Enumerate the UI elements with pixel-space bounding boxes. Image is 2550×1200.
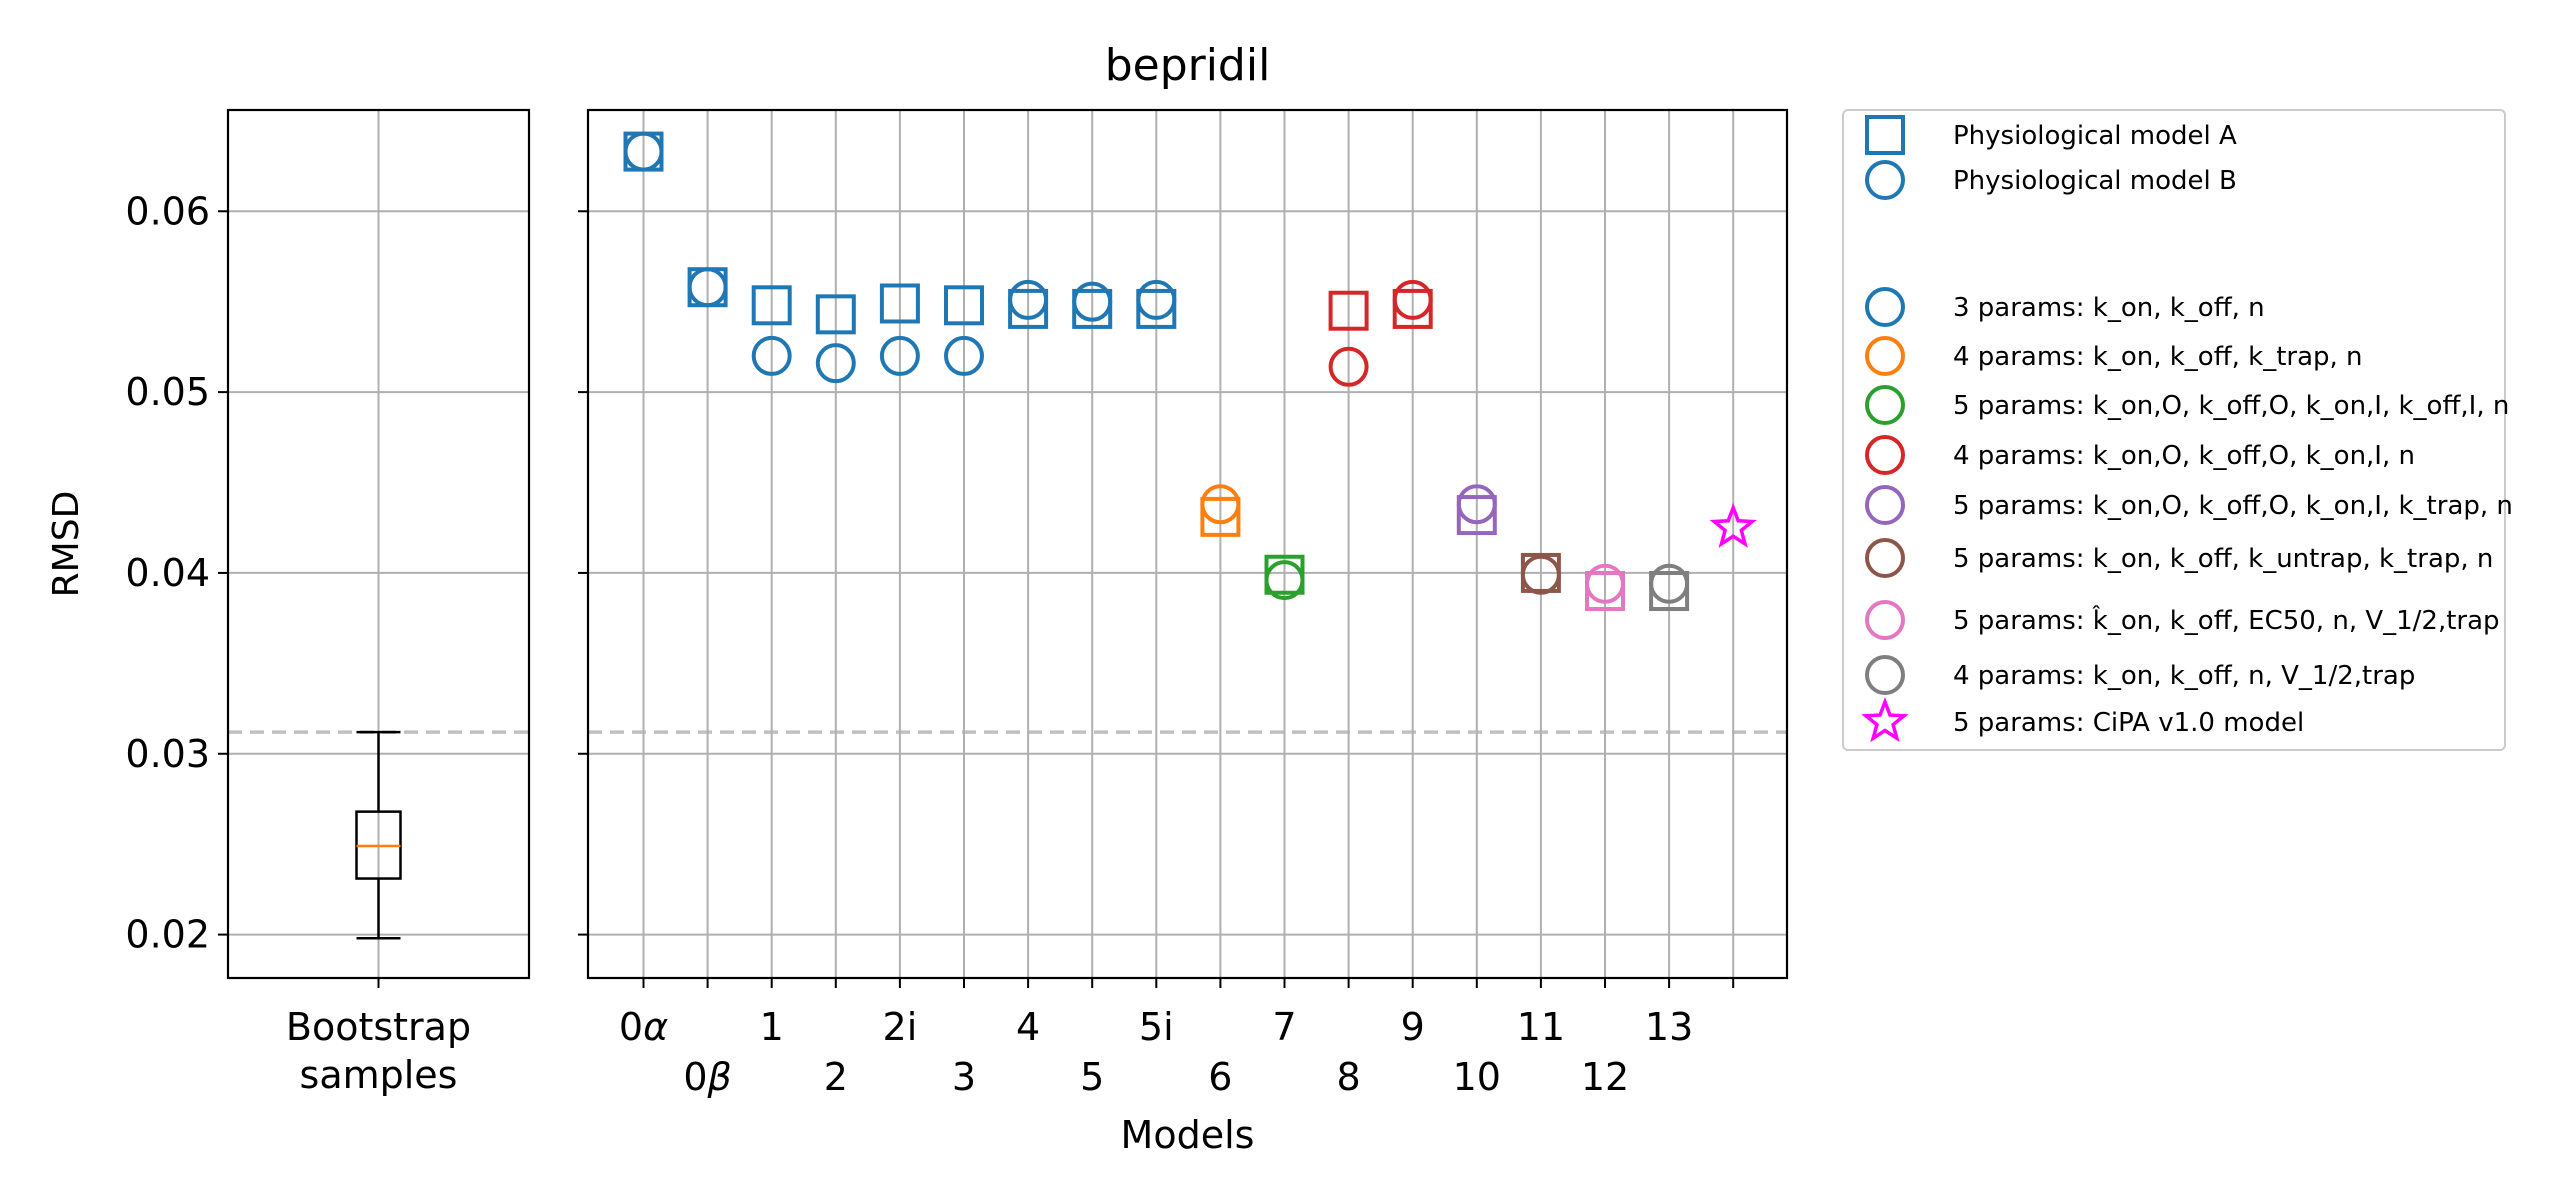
legend-circle-marker xyxy=(1865,485,1905,525)
circle-marker xyxy=(1520,554,1561,595)
square-marker xyxy=(1008,288,1049,329)
circle-marker xyxy=(815,343,856,384)
bootstrap-panel: 0.02 0.03 0.04 0.05 0.06 RMSD Bootstrap samp… xyxy=(46,108,531,1097)
circle-marker xyxy=(1136,279,1177,320)
y-tick-label: 0.03 xyxy=(125,732,210,776)
x-tick-label: 5 xyxy=(1080,1055,1104,1099)
x-axis-label: Models xyxy=(1121,1113,1255,1157)
legend-circle-marker xyxy=(1865,538,1905,578)
legend-entry-label: Physiological model B xyxy=(1953,166,2237,196)
legend-entry-label: 3 params: k_on, k_off, n xyxy=(1953,293,2265,323)
model-markers xyxy=(623,131,1757,612)
category-label-line2: samples xyxy=(300,1053,458,1097)
square-marker xyxy=(1328,290,1369,331)
y-tick-label: 0.06 xyxy=(125,189,210,233)
legend-entry-label: 5 params: k̂_on, k_off, EC50, n, V_1/2,t… xyxy=(1953,604,2500,636)
circle-marker xyxy=(1328,346,1369,387)
legend-circle-marker xyxy=(1865,600,1905,640)
x-tick-label: 8 xyxy=(1337,1055,1361,1099)
legend-entry-label: 5 params: k_on,O, k_off,O, k_on,I, k_tra… xyxy=(1953,491,2513,521)
y-axis-label: RMSD xyxy=(46,491,87,598)
circle-marker xyxy=(1072,281,1113,322)
right-grid xyxy=(588,110,1787,978)
legend-entry-label: 4 params: k_on,O, k_off,O, k_on,I, n xyxy=(1953,441,2415,471)
circle-marker xyxy=(1200,484,1241,525)
circle-marker xyxy=(751,335,792,376)
star-marker xyxy=(1709,502,1757,548)
square-marker xyxy=(1456,495,1497,536)
legend-entry-label: 4 params: k_on, k_off, n, V_1/2,trap xyxy=(1953,661,2415,691)
square-marker xyxy=(751,285,792,326)
legend-entry-label: Physiological model A xyxy=(1953,121,2237,151)
legend-circle-marker xyxy=(1865,435,1905,475)
circle-marker xyxy=(623,131,664,172)
y-tick-label: 0.05 xyxy=(125,370,210,414)
models-panel: 0α 1 2i 4 5i 7 9 11 13 0β 2 3 5 6 8 10 12 bepridil Model… xyxy=(578,40,1789,1157)
circle-marker xyxy=(1585,563,1625,604)
legend-circle-marker xyxy=(1865,655,1905,695)
y-tick-label: 0.04 xyxy=(125,551,210,595)
legend-entry-label: 5 params: k_on,O, k_off,O, k_on,I, k_off… xyxy=(1953,391,2509,421)
circle-marker xyxy=(1008,279,1049,320)
legend-circle-marker xyxy=(1865,287,1905,327)
legend-star-marker xyxy=(1861,697,1909,743)
x-tick-label: 1 xyxy=(760,1005,784,1049)
legend-circle-marker xyxy=(1865,336,1905,376)
square-marker xyxy=(815,294,856,335)
circle-marker xyxy=(687,267,728,308)
x-tick-label: 9 xyxy=(1401,1005,1425,1049)
legend-circle-marker xyxy=(1865,160,1905,200)
y-tick-label: 0.02 xyxy=(125,913,210,957)
bootstrap-boxplot xyxy=(355,730,402,940)
circle-marker xyxy=(1264,560,1305,601)
legend-entry-label: 5 params: k_on, k_off, k_untrap, k_trap,… xyxy=(1953,544,2493,574)
square-marker xyxy=(944,285,984,326)
x-tick-label: 2i xyxy=(883,1005,918,1049)
square-marker xyxy=(1392,288,1433,329)
legend-frame xyxy=(1842,109,2506,751)
circle-marker xyxy=(944,335,984,376)
x-tick-label: 2 xyxy=(824,1055,848,1099)
x-tick-label: 10 xyxy=(1453,1055,1501,1099)
x-ticks: 0α 1 2i 4 5i 7 9 11 13 0β 2 3 5 6 8 10 12 xyxy=(578,210,1735,1099)
legend-entry-label: 4 params: k_on, k_off, k_trap, n xyxy=(1953,342,2363,372)
x-tick-label: 4 xyxy=(1016,1005,1040,1049)
circle-marker xyxy=(879,335,920,376)
chart-title: bepridil xyxy=(1105,40,1271,91)
y-ticks: 0.02 0.03 0.04 0.05 0.06 xyxy=(125,189,380,988)
x-tick-label: 0β xyxy=(683,1055,731,1099)
x-tick-label: 12 xyxy=(1581,1055,1629,1099)
square-marker xyxy=(1136,288,1177,329)
x-tick-label: 11 xyxy=(1517,1005,1565,1049)
legend: Physiological model A Physiological model… xyxy=(1842,109,2513,751)
square-marker xyxy=(879,283,920,324)
x-tick-label: 5i xyxy=(1139,1005,1174,1049)
x-tick-label: 7 xyxy=(1272,1005,1296,1049)
circle-marker xyxy=(1392,279,1433,320)
x-tick-label: 0α xyxy=(619,1005,668,1049)
x-tick-label: 3 xyxy=(952,1055,976,1099)
x-tick-label: 13 xyxy=(1645,1005,1693,1049)
category-label-line1: Bootstrap xyxy=(286,1005,471,1049)
circle-marker xyxy=(1649,563,1690,604)
left-grid xyxy=(228,110,529,978)
square-marker xyxy=(1200,496,1241,537)
x-tick-label: 6 xyxy=(1208,1055,1232,1099)
legend-square-marker xyxy=(1865,115,1905,155)
legend-circle-marker xyxy=(1865,385,1905,425)
right-axes-frame xyxy=(586,108,1789,980)
legend-entry-label: 5 params: CiPA v1.0 model xyxy=(1953,708,2304,738)
circle-marker xyxy=(1456,484,1497,525)
